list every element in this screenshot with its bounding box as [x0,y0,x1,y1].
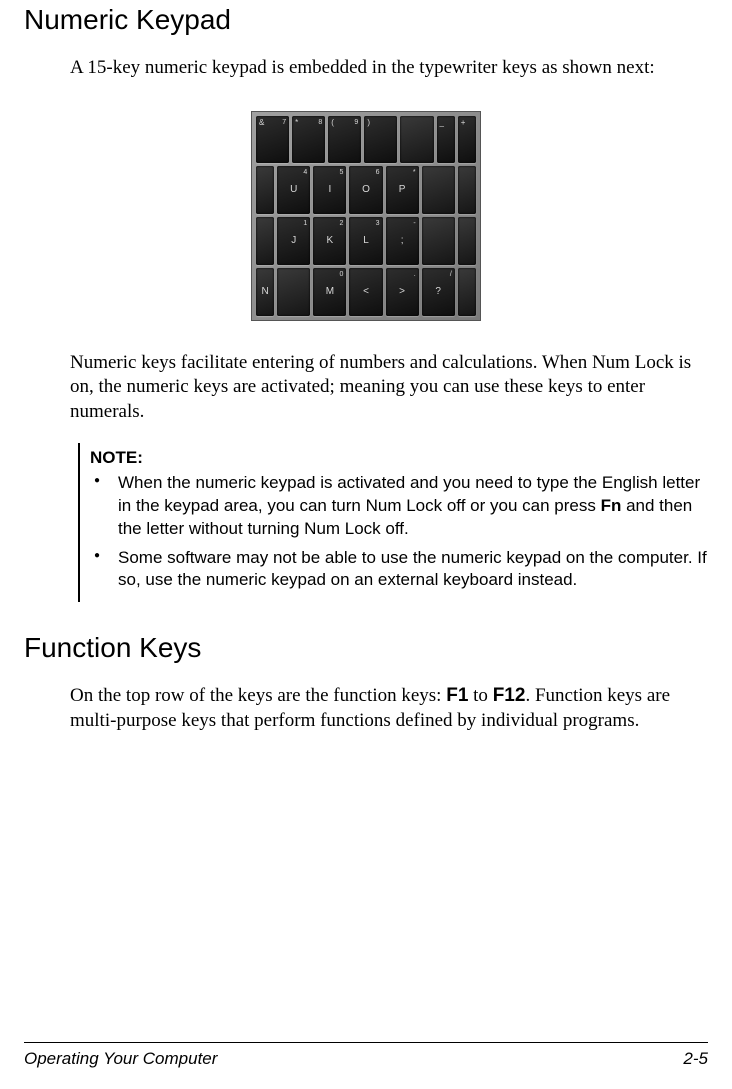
keyboard-key: ) [364,116,397,164]
footer-right: 2-5 [683,1049,708,1069]
keyboard-key [458,217,476,265]
footer-left: Operating Your Computer [24,1049,217,1069]
keyboard-key [422,217,455,265]
keyboard-key: 3L [349,217,382,265]
keyboard-key [256,166,274,214]
keypad-image: &7*8(9)_+4U5I6O*P1J2K3L-;N0M<.>/? [251,111,481,321]
keyboard-key [256,217,274,265]
note-block: NOTE: When the numeric keypad is activat… [78,443,708,603]
keyboard-key: -; [386,217,419,265]
note-list: When the numeric keypad is activated and… [90,472,708,593]
heading-numeric-keypad: Numeric Keypad [24,0,708,36]
keyboard-key [400,116,433,164]
keyboard-key: *8 [292,116,325,164]
keyboard-key: _ [437,116,455,164]
keyboard-key: + [458,116,476,164]
fk-pre: On the top row of the keys are the funct… [70,685,446,706]
page: Numeric Keypad A 15-key numeric keypad i… [0,0,732,1089]
intro-paragraph: A 15-key numeric keypad is embedded in t… [24,56,708,81]
keyboard-key: N [256,268,274,316]
note-item: When the numeric keypad is activated and… [112,472,708,541]
keyboard-key: 6O [349,166,382,214]
keyboard-key: 5I [313,166,346,214]
function-keys-paragraph: On the top row of the keys are the funct… [24,684,708,733]
note-text: Some software may not be able to use the… [118,548,707,590]
f12-label: F12 [493,685,526,706]
keyboard-key: .> [386,268,419,316]
keyboard-key: < [349,268,382,316]
f1-label: F1 [446,685,468,706]
note-bold: Fn [601,496,622,515]
heading-function-keys: Function Keys [24,628,708,664]
keyboard-key [422,166,455,214]
fk-mid: to [468,685,492,706]
keyboard-key: /? [422,268,455,316]
keyboard-key: 0M [313,268,346,316]
note-label: NOTE: [90,447,708,470]
keyboard-key: &7 [256,116,289,164]
keyboard-key: 1J [277,217,310,265]
keyboard-key [277,268,310,316]
keyboard-key: *P [386,166,419,214]
keyboard-key [458,268,476,316]
keyboard-key: 4U [277,166,310,214]
keypad-row: N 0M<.>/? [256,268,476,316]
keyboard-key [458,166,476,214]
note-item: Some software may not be able to use the… [112,547,708,593]
keypad-row: 4U5I6O*P [256,166,476,214]
keypad-row: 1J2K3L-; [256,217,476,265]
numeric-keys-paragraph: Numeric keys facilitate entering of numb… [24,351,708,425]
keyboard-key: (9 [328,116,361,164]
page-footer: Operating Your Computer 2-5 [24,1042,708,1069]
keyboard-key: 2K [313,217,346,265]
keypad-figure: &7*8(9)_+4U5I6O*P1J2K3L-;N0M<.>/? [24,111,708,321]
keypad-row: &7*8(9) _+ [256,116,476,164]
